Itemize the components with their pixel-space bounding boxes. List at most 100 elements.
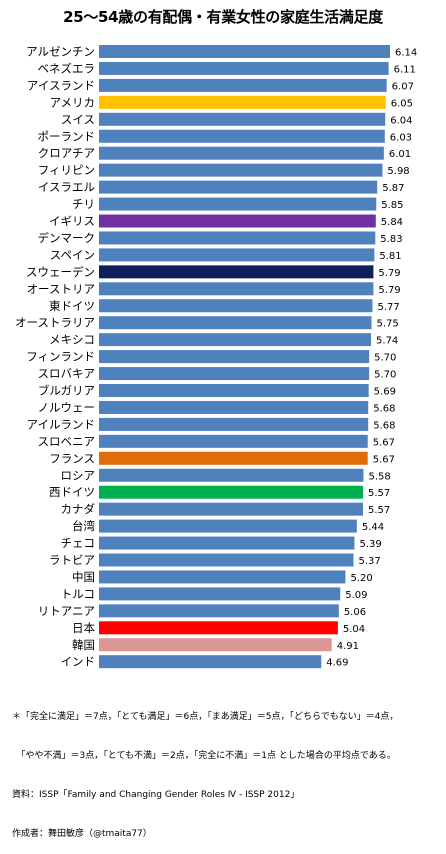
value-label-2: 6.11 <box>394 64 416 75</box>
bar-21 <box>99 384 369 397</box>
category-label-11: イギリス <box>49 214 95 228</box>
category-label-25: フランス <box>49 451 95 465</box>
category-label-3: アイスランド <box>27 78 95 92</box>
footnote-source: 資料：ISSP「Family and Changing Gender Roles… <box>12 790 300 800</box>
bar-15 <box>99 282 374 296</box>
bar-6 <box>99 129 385 143</box>
category-label-26: ロシア <box>61 468 96 482</box>
bar-8 <box>99 163 383 177</box>
category-label-24: スロベニア <box>38 434 96 448</box>
category-label-23: アイルランド <box>27 417 95 431</box>
value-label-8: 5.98 <box>387 166 409 177</box>
value-label-33: 5.09 <box>345 590 367 601</box>
value-label-22: 5.68 <box>373 403 395 414</box>
value-label-31: 5.37 <box>359 556 381 567</box>
category-label-35: 日本 <box>72 621 95 635</box>
bar-1 <box>99 45 390 58</box>
value-label-16: 5.77 <box>377 302 399 313</box>
category-label-21: ブルガリア <box>38 384 95 398</box>
category-label-10: チリ <box>72 197 95 211</box>
category-label-33: トルコ <box>61 587 95 601</box>
bar-29 <box>99 519 357 533</box>
bar-26 <box>99 468 364 482</box>
bar-34 <box>99 604 339 618</box>
category-label-30: チェコ <box>61 536 96 550</box>
value-label-28: 5.57 <box>368 505 390 516</box>
value-label-7: 6.01 <box>389 149 411 160</box>
bar-chart: アルゼンチン 6.14 ベネズエラ 6.11 アイスランド 6.07 アメリカ 6.05 スイス… <box>15 45 417 669</box>
value-label-5: 6.04 <box>390 115 412 126</box>
bar-27 <box>99 485 363 499</box>
footnote-scoring-line-2: 「やや不満」＝3点，「とても不満」＝2点，「完全に不満」＝1点 とした場合の平均… <box>12 751 396 761</box>
bar-35 <box>99 621 338 635</box>
bar-22 <box>99 400 369 414</box>
bar-11 <box>99 214 376 228</box>
bar-10 <box>99 197 377 211</box>
category-label-4: アメリカ <box>50 95 95 109</box>
bar-31 <box>99 553 354 567</box>
category-label-15: オーストリア <box>27 282 95 296</box>
value-label-26: 5.58 <box>368 471 390 482</box>
category-label-9: イスラエル <box>38 180 95 194</box>
category-label-5: スイス <box>61 112 95 126</box>
category-label-37: インド <box>61 655 96 669</box>
bar-18 <box>99 333 372 347</box>
value-label-6: 6.03 <box>390 132 412 143</box>
value-label-14: 5.79 <box>378 268 400 279</box>
category-label-12: デンマーク <box>38 231 96 245</box>
bar-17 <box>99 316 372 330</box>
bar-36 <box>99 638 332 652</box>
bar-30 <box>99 536 355 550</box>
category-label-27: 西ドイツ <box>49 485 95 499</box>
value-label-17: 5.75 <box>377 319 399 330</box>
value-label-4: 6.05 <box>391 98 413 109</box>
category-label-18: メキシコ <box>49 333 95 347</box>
value-label-20: 5.70 <box>374 370 396 381</box>
footnote: ＊「完全に満足」＝7点，「とても満足」＝6点，「まあ満足」＝5点，「どちらでもな… <box>12 685 442 854</box>
value-label-9: 5.87 <box>382 183 404 194</box>
value-label-10: 5.85 <box>381 200 403 211</box>
value-label-11: 5.84 <box>381 217 403 228</box>
bar-33 <box>99 587 341 601</box>
bar-5 <box>99 112 386 126</box>
bar-24 <box>99 434 368 448</box>
category-label-36: 韓国 <box>72 638 95 652</box>
value-label-12: 5.83 <box>380 234 402 245</box>
bar-2 <box>99 61 389 75</box>
value-label-21: 5.69 <box>374 387 396 398</box>
category-label-19: フィンランド <box>26 350 95 364</box>
category-label-20: スロバキア <box>38 367 96 381</box>
value-label-29: 5.44 <box>362 522 384 533</box>
category-label-22: ノルウェー <box>38 400 96 414</box>
category-label-1: アルゼンチン <box>26 45 95 59</box>
category-label-32: 中国 <box>72 570 95 584</box>
bar-4 <box>99 95 386 109</box>
category-label-29: 台湾 <box>72 519 95 533</box>
value-label-37: 4.69 <box>326 658 348 669</box>
bar-37 <box>99 655 322 669</box>
value-label-15: 5.79 <box>378 285 400 296</box>
bar-12 <box>99 231 376 245</box>
category-label-28: カナダ <box>61 502 96 516</box>
chart-title: 25～54歳の有配偶・有業女性の家庭生活満足度 <box>63 8 383 26</box>
category-label-6: ポーランド <box>38 129 96 143</box>
bar-19 <box>99 350 370 364</box>
value-label-19: 5.70 <box>374 353 396 364</box>
value-label-13: 5.81 <box>379 251 401 262</box>
category-label-13: スペイン <box>50 248 95 262</box>
bar-13 <box>99 248 375 262</box>
bar-25 <box>99 451 368 465</box>
value-label-25: 5.67 <box>373 454 395 465</box>
value-label-3: 6.07 <box>392 81 414 92</box>
value-label-36: 4.91 <box>337 641 359 652</box>
bar-16 <box>99 299 373 313</box>
bar-28 <box>99 502 363 516</box>
bar-20 <box>99 367 370 381</box>
category-label-14: スウェーデン <box>26 265 95 279</box>
value-label-18: 5.74 <box>376 336 398 347</box>
bar-3 <box>99 78 387 92</box>
value-label-34: 5.06 <box>344 607 366 618</box>
bar-9 <box>99 180 378 194</box>
bar-14 <box>99 265 374 279</box>
value-label-24: 5.67 <box>373 437 395 448</box>
